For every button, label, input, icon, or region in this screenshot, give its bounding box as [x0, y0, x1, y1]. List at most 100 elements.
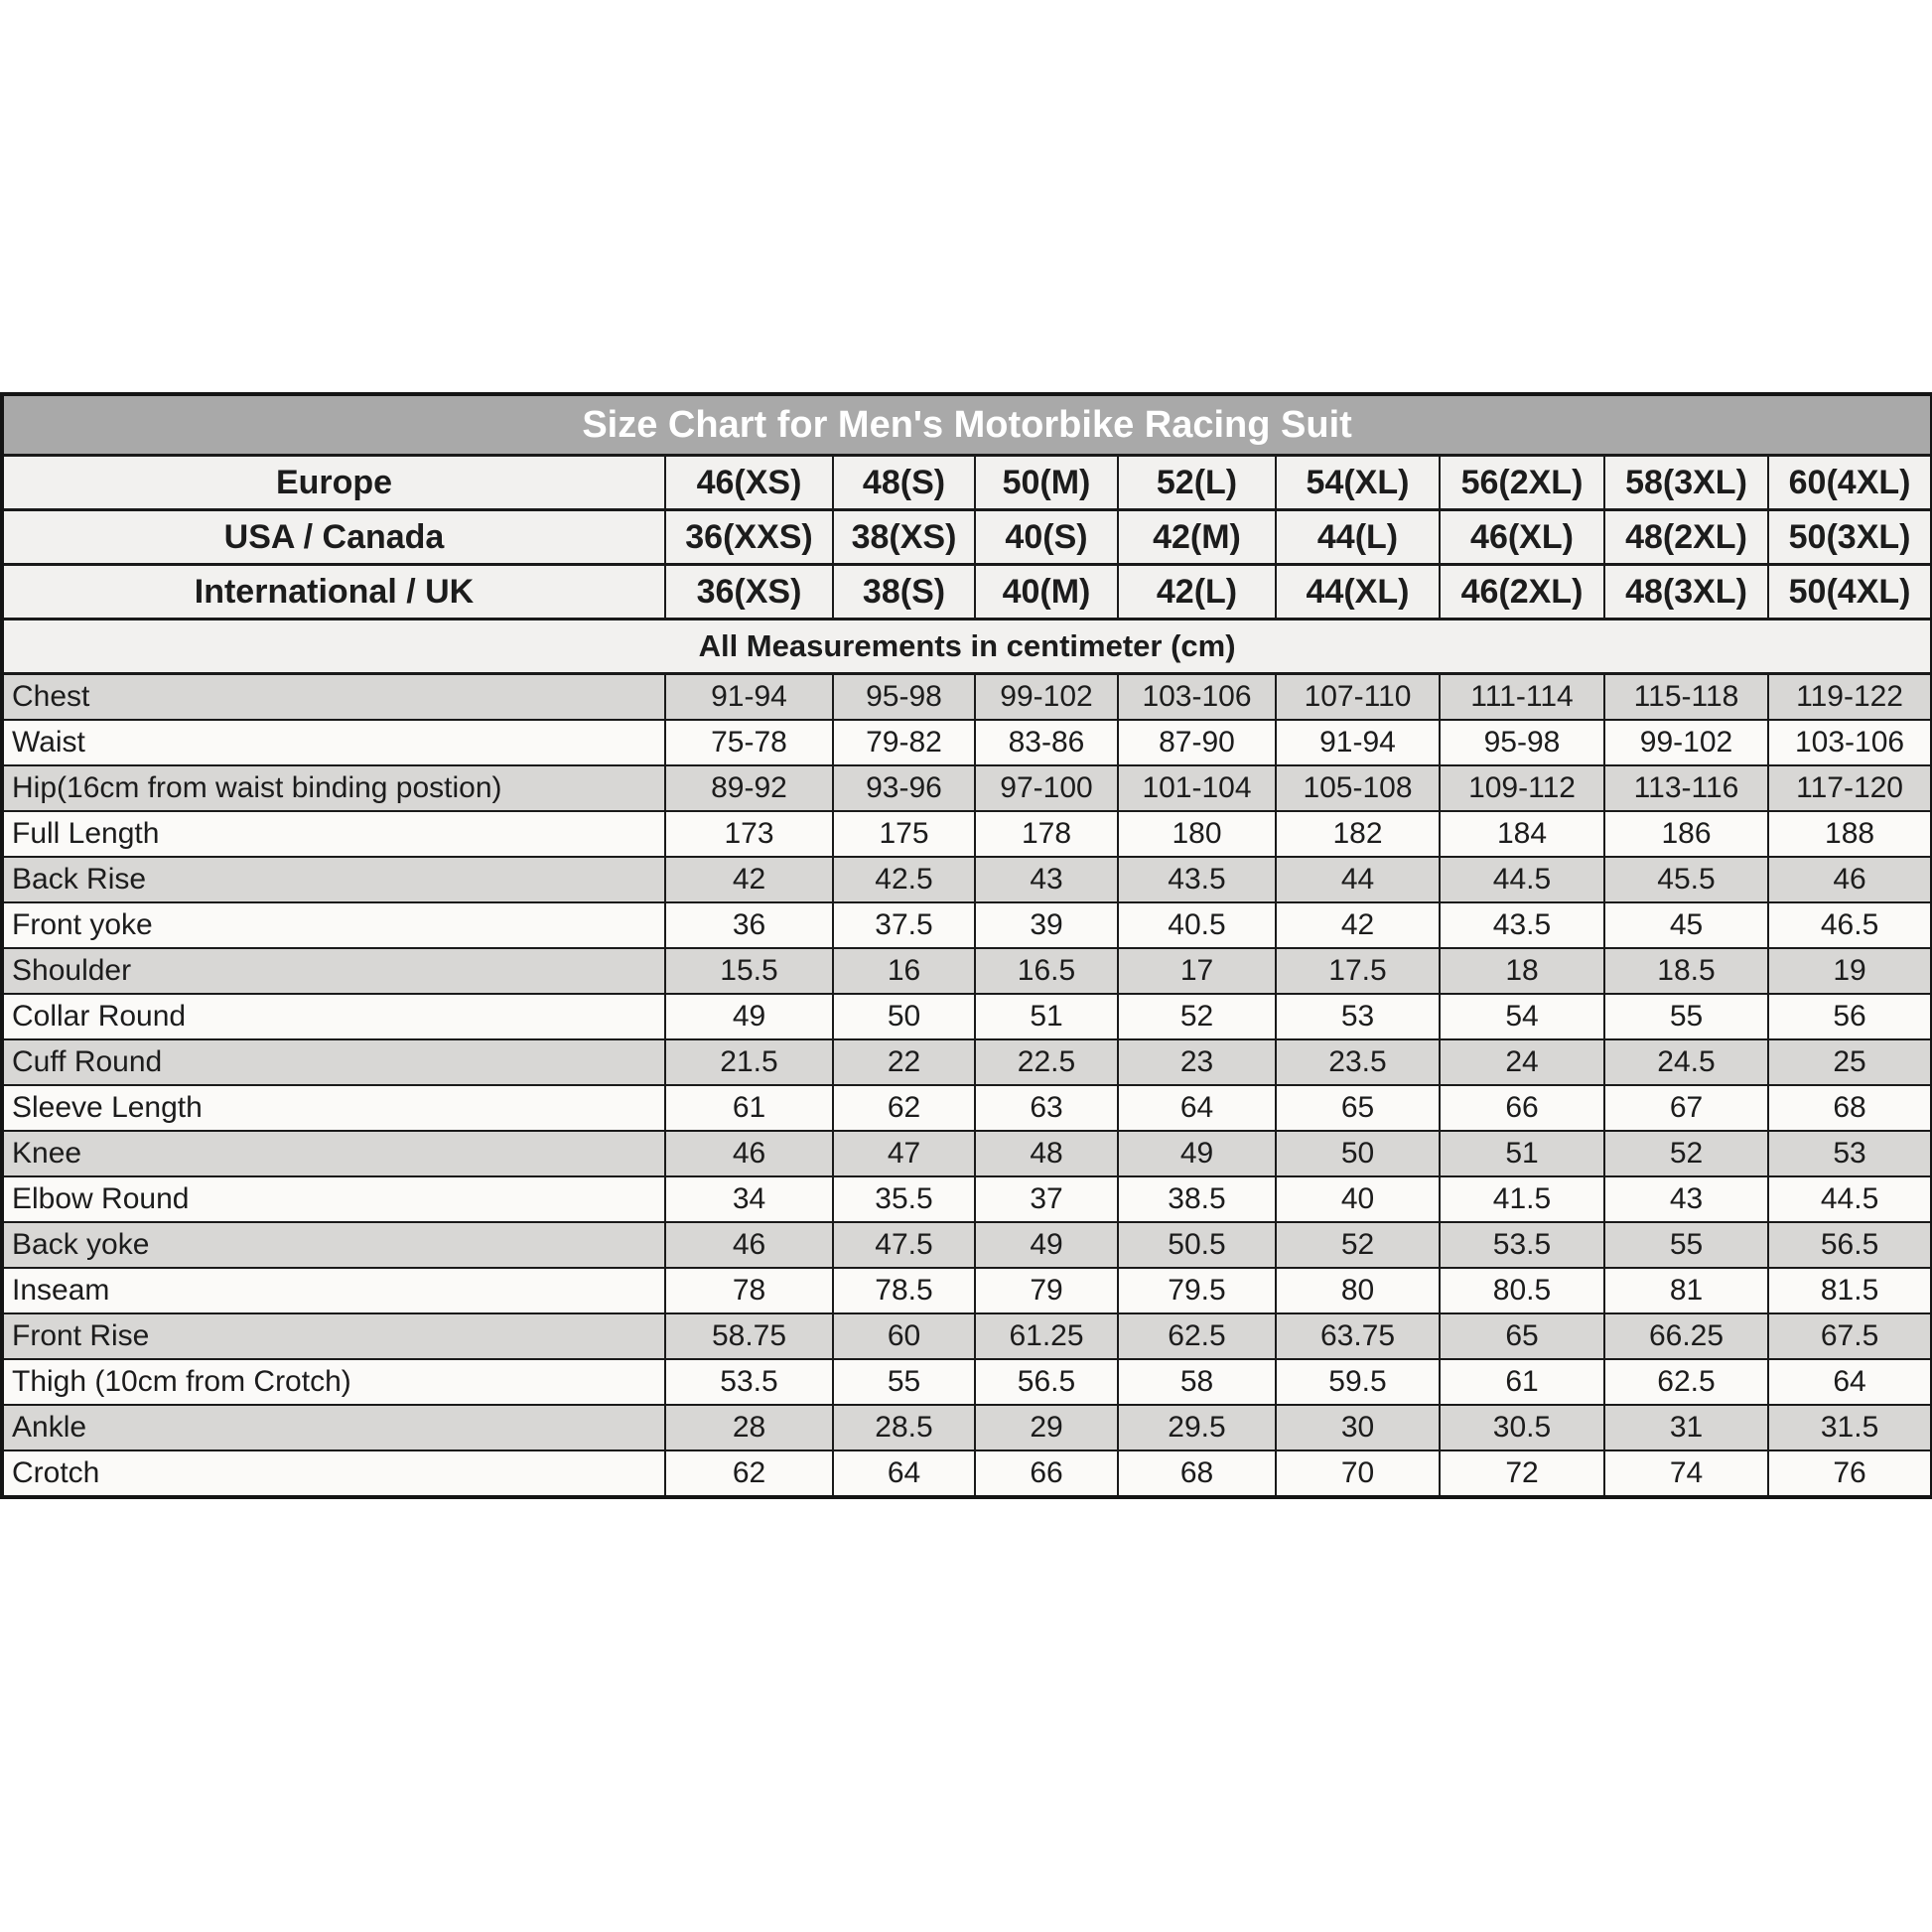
measurement-cell: 18 — [1439, 947, 1605, 995]
measurement-cell: 42.5 — [832, 856, 976, 903]
measurement-cell: 55 — [1603, 993, 1769, 1040]
measurement-cell: 74 — [1603, 1449, 1769, 1498]
measurement-label: Front yoke — [1, 901, 666, 949]
measurement-label: Hip(16cm from waist binding postion) — [1, 764, 666, 812]
measurement-cell: 47.5 — [832, 1221, 976, 1269]
measurement-label: Inseam — [1, 1267, 666, 1314]
measurement-cell: 44.5 — [1439, 856, 1605, 903]
size-system-row: USA / Canada 36(XXS) 38(XS) 40(S) 42(M) 44(L)… — [1, 508, 1932, 566]
measurement-cell: 97-100 — [974, 764, 1119, 812]
measurement-cell: 91-94 — [1275, 719, 1441, 766]
measurement-label: Back Rise — [1, 856, 666, 903]
size-cell: 58(3XL) — [1603, 454, 1769, 511]
size-cell: 44(L) — [1275, 508, 1441, 566]
measurement-cell: 28 — [664, 1404, 834, 1451]
measurement-cell: 40.5 — [1117, 901, 1277, 949]
measurement-cell: 66 — [974, 1449, 1119, 1498]
title-row: Size Chart for Men's Motorbike Racing Su… — [0, 393, 1932, 457]
measurement-cell: 46 — [664, 1221, 834, 1269]
measurement-cell: 16.5 — [974, 947, 1119, 995]
measurement-cell: 21.5 — [664, 1038, 834, 1086]
measurement-cell: 173 — [664, 810, 834, 858]
measurement-cell: 79.5 — [1117, 1267, 1277, 1314]
measurement-cell: 78.5 — [832, 1267, 976, 1314]
measurement-row: Front yoke 36 37.5 39 40.5 42 43.5 45 46.5 — [1, 901, 1932, 949]
measurement-cell: 67 — [1603, 1084, 1769, 1132]
measurement-cell: 53.5 — [1439, 1221, 1605, 1269]
size-cell: 48(S) — [832, 454, 976, 511]
measurement-cell: 63 — [974, 1084, 1119, 1132]
units-note: All Measurements in centimeter (cm) — [0, 618, 1932, 675]
measurement-cell: 23 — [1117, 1038, 1277, 1086]
measurement-cell: 45.5 — [1603, 856, 1769, 903]
size-chart-table: Size Chart for Men's Motorbike Racing Su… — [0, 392, 1932, 1499]
measurement-row: Crotch 62 64 66 68 70 72 74 76 — [1, 1449, 1932, 1498]
measurement-cell: 52 — [1603, 1130, 1769, 1177]
measurement-cell: 91-94 — [664, 672, 834, 721]
measurement-row: Back Rise 42 42.5 43 43.5 44 44.5 45.5 46 — [1, 856, 1932, 903]
measurement-cell: 56 — [1766, 993, 1932, 1040]
measurement-cell: 22 — [832, 1038, 976, 1086]
measurement-cell: 115-118 — [1603, 672, 1769, 721]
size-cell: 48(2XL) — [1603, 508, 1769, 566]
measurement-cell: 22.5 — [974, 1038, 1119, 1086]
measurement-cell: 19 — [1766, 947, 1932, 995]
size-cell: 50(3XL) — [1766, 508, 1932, 566]
measurement-cell: 47 — [832, 1130, 976, 1177]
measurement-cell: 76 — [1766, 1449, 1932, 1498]
size-cell: 52(L) — [1117, 454, 1277, 511]
measurement-cell: 46.5 — [1766, 901, 1932, 949]
measurement-cell: 16 — [832, 947, 976, 995]
size-cell: 60(4XL) — [1766, 454, 1932, 511]
measurement-cell: 61 — [1439, 1358, 1605, 1406]
measurement-row: Front Rise 58.75 60 61.25 62.5 63.75 65 66.25 67… — [1, 1312, 1932, 1360]
measurement-cell: 30.5 — [1439, 1404, 1605, 1451]
measurement-cell: 55 — [832, 1358, 976, 1406]
measurement-cell: 51 — [974, 993, 1119, 1040]
measurement-row: Hip(16cm from waist binding postion) 89-9… — [1, 764, 1932, 812]
measurement-row: Chest 91-94 95-98 99-102 103-106 107-110 111-1… — [1, 672, 1932, 721]
measurement-cell: 43 — [974, 856, 1119, 903]
measurement-cell: 63.75 — [1275, 1312, 1441, 1360]
measurement-cell: 28.5 — [832, 1404, 976, 1451]
measurement-label: Waist — [1, 719, 666, 766]
measurement-cell: 53 — [1766, 1130, 1932, 1177]
size-cell: 36(XXS) — [664, 508, 834, 566]
measurement-cell: 68 — [1766, 1084, 1932, 1132]
measurement-cell: 23.5 — [1275, 1038, 1441, 1086]
size-system-label: USA / Canada — [1, 508, 666, 566]
measurement-row: Ankle 28 28.5 29 29.5 30 30.5 31 31.5 — [1, 1404, 1932, 1451]
size-cell: 36(XS) — [664, 563, 834, 621]
measurement-cell: 68 — [1117, 1449, 1277, 1498]
measurement-cell: 62 — [832, 1084, 976, 1132]
measurement-cell: 180 — [1117, 810, 1277, 858]
measurement-cell: 43 — [1603, 1175, 1769, 1223]
measurement-cell: 80 — [1275, 1267, 1441, 1314]
measurement-cell: 58 — [1117, 1358, 1277, 1406]
measurement-cell: 111-114 — [1439, 672, 1605, 721]
measurement-cell: 25 — [1766, 1038, 1932, 1086]
measurement-cell: 105-108 — [1275, 764, 1441, 812]
units-note-row: All Measurements in centimeter (cm) — [0, 618, 1932, 675]
measurement-cell: 62 — [664, 1449, 834, 1498]
size-system-label: International / UK — [1, 563, 666, 621]
measurement-cell: 60 — [832, 1312, 976, 1360]
measurement-cell: 62.5 — [1603, 1358, 1769, 1406]
measurement-cell: 186 — [1603, 810, 1769, 858]
size-system-row: International / UK 36(XS) 38(S) 40(M) 42(L) 4… — [1, 563, 1932, 621]
measurement-cell: 188 — [1766, 810, 1932, 858]
measurement-cell: 80.5 — [1439, 1267, 1605, 1314]
measurement-cell: 50 — [1275, 1130, 1441, 1177]
size-cell: 56(2XL) — [1439, 454, 1605, 511]
measurement-label: Thigh (10cm from Crotch) — [1, 1358, 666, 1406]
measurement-cell: 65 — [1439, 1312, 1605, 1360]
size-system-row: Europe 46(XS) 48(S) 50(M) 52(L) 54(XL) 56(2XL)… — [1, 454, 1932, 511]
measurement-cell: 103-106 — [1766, 719, 1932, 766]
measurement-label: Sleeve Length — [1, 1084, 666, 1132]
measurement-row: Shoulder 15.5 16 16.5 17 17.5 18 18.5 19 — [1, 947, 1932, 995]
measurement-cell: 119-122 — [1766, 672, 1932, 721]
measurement-cell: 54 — [1439, 993, 1605, 1040]
measurement-cell: 182 — [1275, 810, 1441, 858]
measurement-cell: 31.5 — [1766, 1404, 1932, 1451]
measurement-cell: 44 — [1275, 856, 1441, 903]
